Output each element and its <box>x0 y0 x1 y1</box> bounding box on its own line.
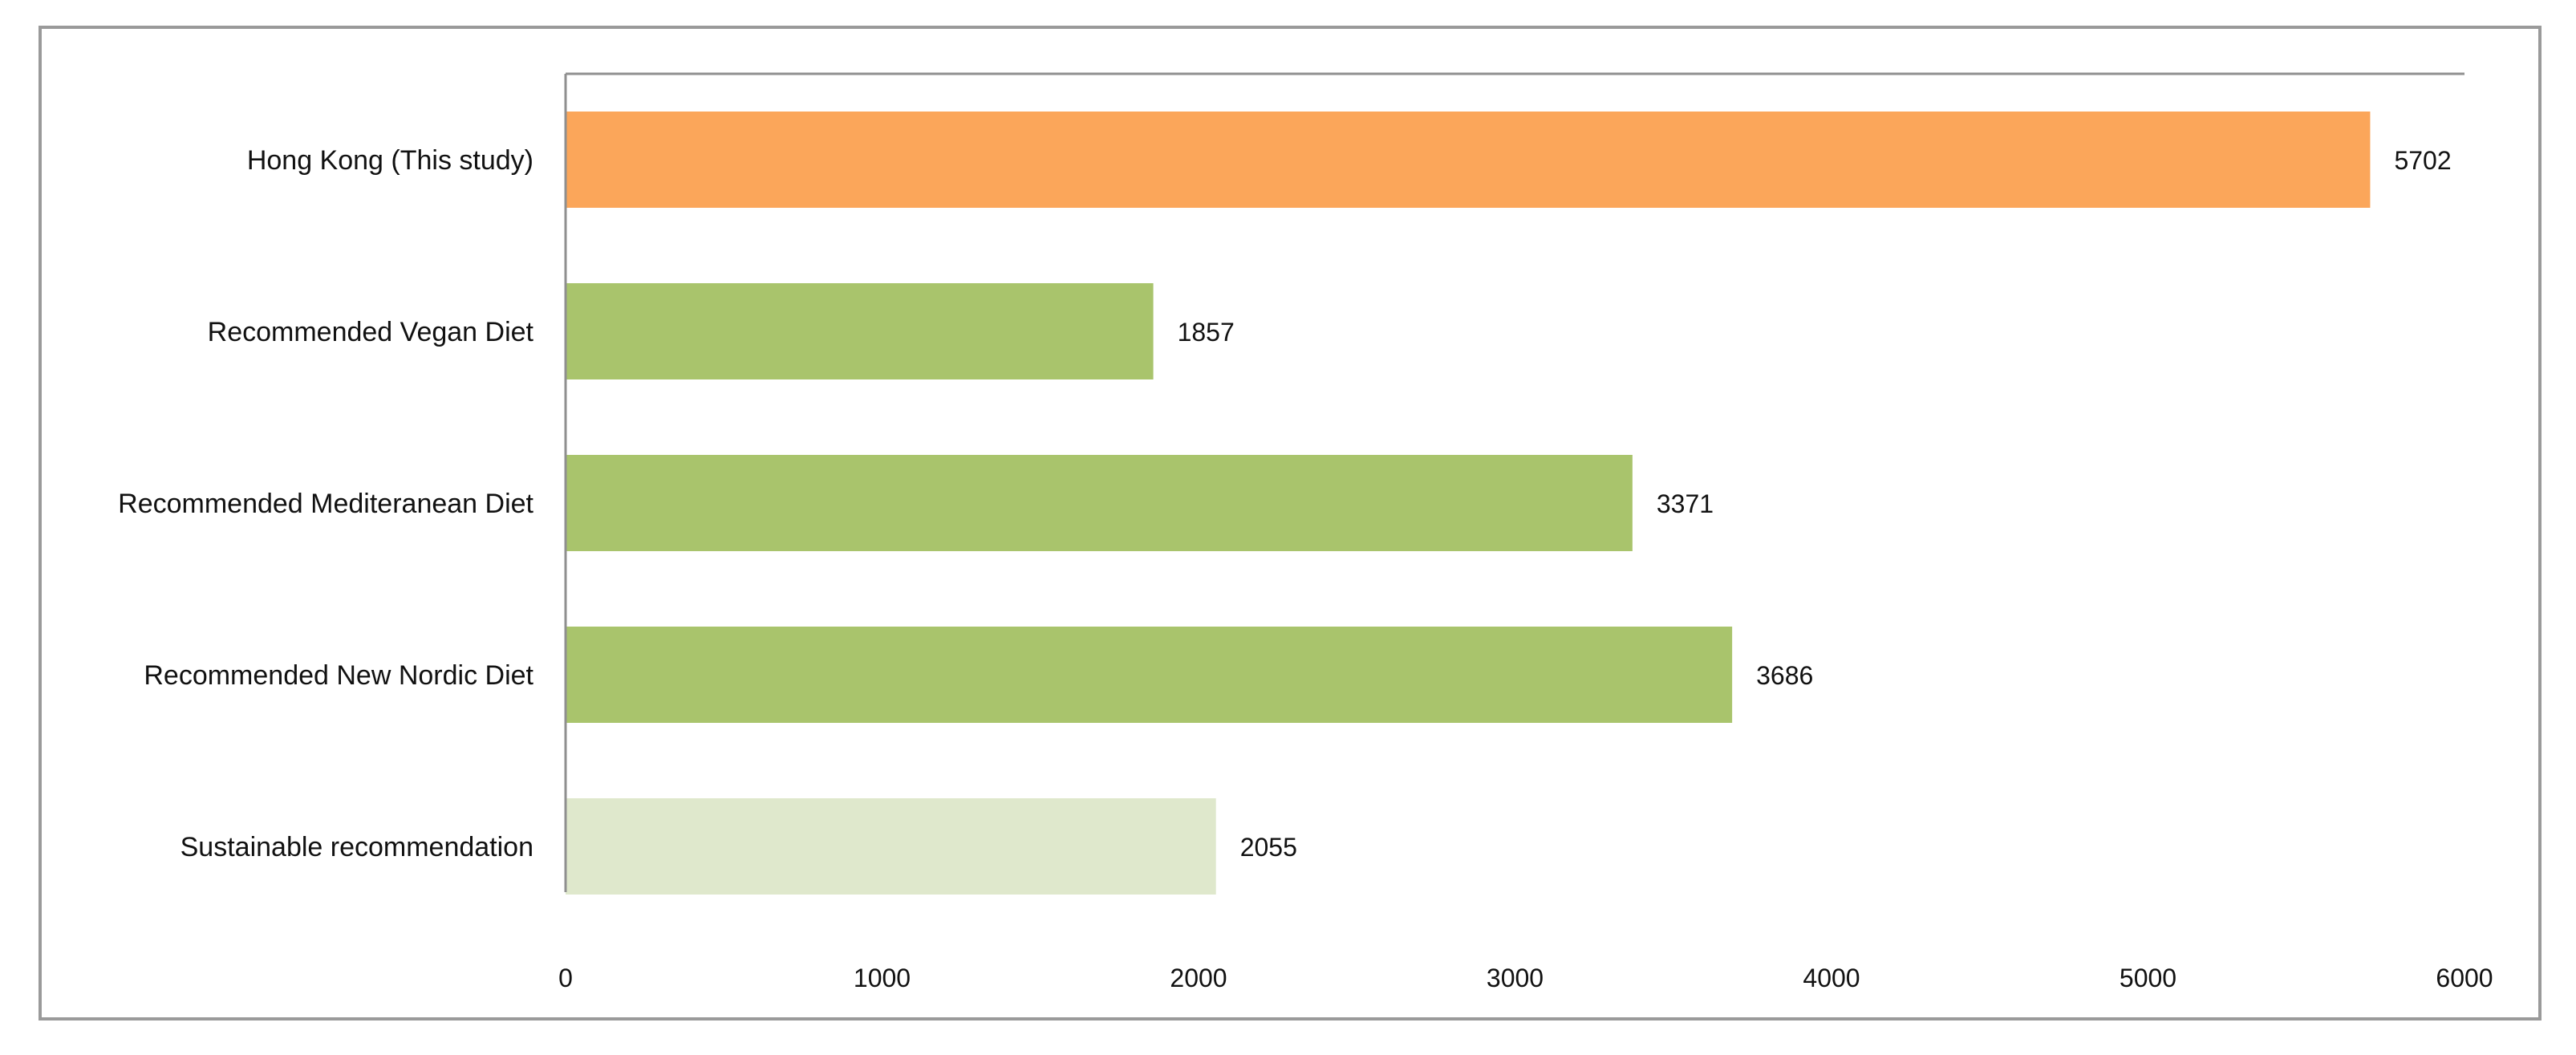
bar-1 <box>566 283 1154 379</box>
x-tick-label-1: 1000 <box>854 964 911 992</box>
category-label-4: Sustainable recommendation <box>181 832 533 862</box>
x-tick-label-2: 2000 <box>1170 964 1227 992</box>
category-label-0: Hong Kong (This study) <box>247 145 533 176</box>
x-tick-label-3: 3000 <box>1487 964 1544 992</box>
x-tick-label-4: 4000 <box>1803 964 1860 992</box>
bar-2 <box>566 455 1633 551</box>
category-label-2: Recommended Mediteranean Diet <box>118 489 533 519</box>
bars-layer <box>566 112 2371 895</box>
bar-0 <box>566 112 2371 208</box>
data-label-2: 3371 <box>1657 489 1714 518</box>
data-label-1: 1857 <box>1178 318 1235 347</box>
data-label-4: 2055 <box>1240 833 1297 862</box>
x-tick-label-5: 5000 <box>2120 964 2176 992</box>
x-tick-label-0: 0 <box>558 964 573 992</box>
ticks-layer: 0 1000 2000 3000 4000 5000 6000 <box>558 964 2493 992</box>
x-tick-label-6: 6000 <box>2436 964 2493 992</box>
data-label-0: 5702 <box>2394 146 2451 175</box>
data-label-3: 3686 <box>1756 661 1813 690</box>
category-label-1: Recommended Vegan Diet <box>208 317 534 347</box>
bar-4 <box>566 798 1216 895</box>
labels-layer: Hong Kong (This study) 5702 Recommended Ve… <box>118 145 2451 862</box>
bar-3 <box>566 627 1733 723</box>
axes-layer <box>564 72 2464 892</box>
category-label-3: Recommended New Nordic Diet <box>144 660 533 691</box>
